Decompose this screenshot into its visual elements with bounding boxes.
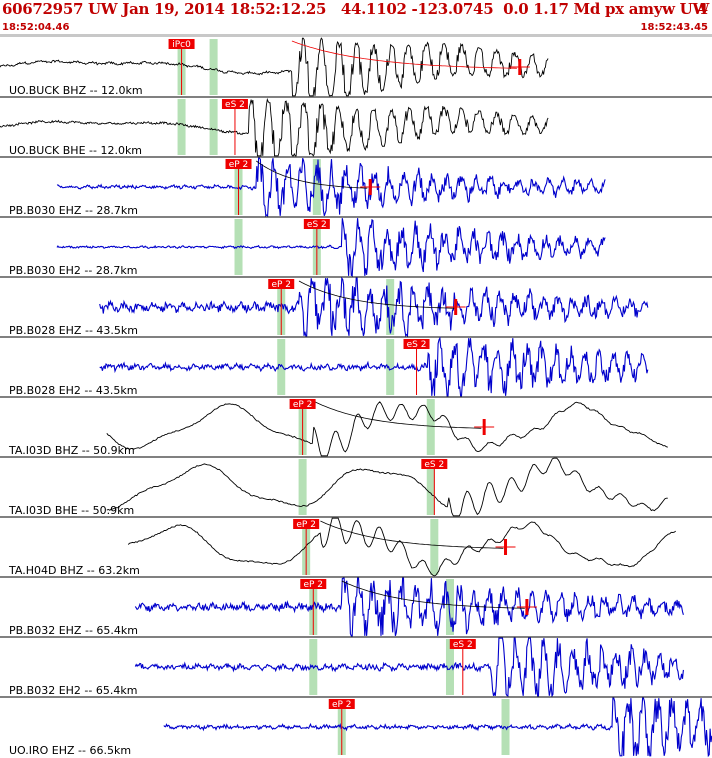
- pick-box: [293, 519, 320, 529]
- pick-label: eP 2: [229, 160, 249, 170]
- station-label: TA.I03D BHZ -- 50.9km: [8, 444, 135, 457]
- waveform-trace: [0, 37, 549, 97]
- event-title: 60672957 UW Jan 19, 2014 18:52:12.25 44.…: [2, 0, 712, 18]
- theory-band: [312, 159, 321, 215]
- trace-panel: eS 2 PB.B028 EH2 -- 43.5km: [0, 336, 712, 397]
- coda-curve: [341, 580, 525, 609]
- trace-panel: eP 2 TA.H04D BHZ -- 63.2km: [0, 516, 712, 577]
- theory-band: [209, 99, 218, 155]
- pick-box: [449, 639, 476, 649]
- pick-label: eS 2: [424, 460, 444, 470]
- pick-box: [300, 579, 327, 589]
- trace-panel: eP 2 PB.B032 EHZ -- 65.4km: [0, 576, 712, 637]
- header-separator: [0, 34, 712, 37]
- coda-curve: [256, 160, 368, 189]
- station-label: UO.BUCK BHZ -- 12.0km: [9, 84, 143, 97]
- waveform-trace: [56, 218, 606, 277]
- trace-panel: eP 2 PB.B030 EHZ -- 28.7km: [0, 156, 712, 217]
- trace-panel: eS 2 UO.BUCK BHE -- 12.0km: [0, 96, 712, 157]
- pick-box: [421, 459, 448, 469]
- header-bar: 60672957 UW Jan 19, 2014 18:52:12.25 44.…: [0, 0, 712, 37]
- theory-band: [386, 279, 395, 335]
- pick-box: [225, 159, 252, 169]
- pick-label: eS 2: [225, 100, 245, 110]
- trace-panel: eP 2 PB.B028 EHZ -- 43.5km: [0, 276, 712, 338]
- pick-label: eP 2: [303, 580, 323, 590]
- station-label: PB.B030 EH2 -- 28.7km: [9, 264, 137, 277]
- theory-band: [426, 459, 435, 515]
- pick-label: eP 2: [296, 520, 316, 530]
- station-label: TA.I03D BHE -- 50.9km: [8, 504, 134, 517]
- theory-band: [177, 99, 186, 155]
- pick-label: eP 2: [293, 400, 313, 410]
- station-label: PB.B030 EHZ -- 28.7km: [9, 204, 138, 217]
- theory-band: [298, 459, 307, 515]
- pick-label: eP 2: [332, 700, 352, 710]
- pick-box: [221, 99, 248, 109]
- pick-box: [328, 699, 355, 709]
- coda-curve: [291, 40, 517, 69]
- theory-band: [430, 519, 439, 575]
- pick-box: [168, 39, 195, 49]
- pick-label: eS 2: [407, 340, 427, 350]
- pick-label: eS 2: [307, 220, 327, 230]
- waveform-trace: [134, 577, 684, 637]
- coda-curve: [298, 280, 456, 309]
- trace-panel: eS 2 TA.I03D BHE -- 50.9km: [0, 456, 712, 517]
- theory-band: [426, 399, 435, 455]
- station-label: PB.B028 EHZ -- 43.5km: [9, 324, 138, 337]
- waveform-trace: [134, 637, 684, 698]
- station-label: UO.IRO EHZ -- 66.5km: [9, 744, 131, 757]
- theory-band: [209, 39, 218, 95]
- waveform-trace: [106, 401, 668, 457]
- station-label: UO.BUCK BHE -- 12.0km: [9, 144, 142, 157]
- pick-box: [303, 219, 330, 229]
- pick-label: iPc0: [172, 40, 191, 50]
- time-start-label: 18:52:04.46: [2, 22, 70, 33]
- pick-box: [403, 339, 430, 349]
- station-label: TA.H04D BHZ -- 63.2km: [8, 564, 140, 577]
- coda-curve: [320, 520, 504, 549]
- trace-panel: eP 2 TA.I03D BHZ -- 50.9km: [0, 396, 712, 457]
- waveform-trace: [0, 97, 549, 157]
- waveform-trace: [163, 697, 712, 758]
- trace-panel: eS 2 PB.B032 EH2 -- 65.4km: [0, 636, 712, 698]
- waveform-trace: [127, 517, 676, 577]
- pick-box: [268, 279, 295, 289]
- station-label: PB.B032 EHZ -- 65.4km: [9, 624, 138, 637]
- theory-band: [445, 639, 454, 695]
- time-end-label: 18:52:43.45: [640, 22, 708, 33]
- pick-label: eP 2: [271, 280, 291, 290]
- pick-label: eS 2: [453, 640, 473, 650]
- trace-panel: iPc0 UO.BUCK BHZ -- 12.0km: [0, 37, 549, 97]
- theory-band: [277, 339, 286, 395]
- theory-band: [386, 339, 395, 395]
- waveform-trace: [106, 457, 668, 517]
- station-label: PB.B032 EH2 -- 65.4km: [9, 684, 137, 697]
- pick-box: [289, 399, 316, 409]
- station-label: PB.B028 EH2 -- 43.5km: [9, 384, 137, 397]
- trace-panel: eS 2 PB.B030 EH2 -- 28.7km: [0, 216, 712, 277]
- waveform-trace: [56, 157, 606, 217]
- page-count: 4: [697, 0, 708, 18]
- waveform-trace: [99, 336, 649, 397]
- theory-band: [445, 579, 454, 635]
- trace-panel: eP 2 UO.IRO EHZ -- 66.5km: [0, 696, 712, 758]
- seismogram-plot[interactable]: iPc0 UO.BUCK BHZ -- 12.0km eS 2 UO.BUCK BHE…: [0, 37, 712, 758]
- coda-curve: [313, 400, 482, 429]
- waveform-trace: [99, 276, 649, 338]
